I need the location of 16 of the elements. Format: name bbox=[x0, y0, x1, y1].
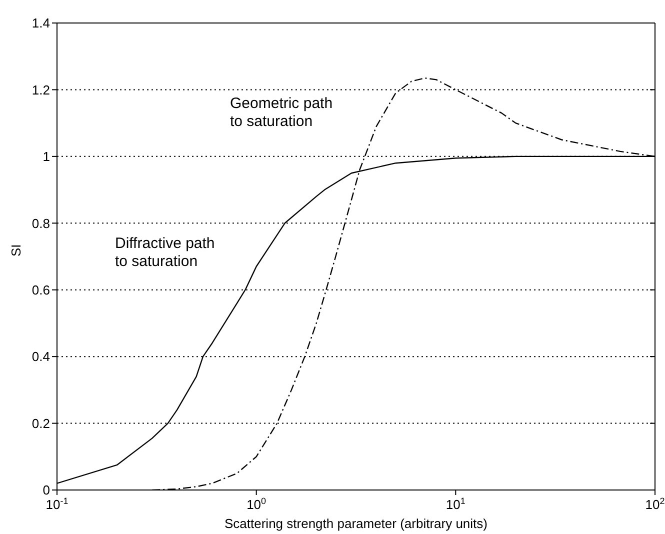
x-tick-label: 10$^{1}$ bbox=[446, 496, 466, 512]
y-tick-label: 0.4 bbox=[32, 349, 50, 364]
x-tick-label: 10$^{0}$ bbox=[246, 496, 266, 512]
y-tick-label: 1.2 bbox=[32, 82, 50, 98]
y-tick-label: 1 bbox=[42, 149, 50, 164]
x-tick-label: 10$^{-1}$ bbox=[46, 496, 68, 512]
y-tick-label: 0.8 bbox=[32, 216, 50, 231]
annotation: Diffractive path to saturation bbox=[115, 235, 215, 270]
y-tick-label: 0.6 bbox=[32, 282, 50, 298]
y-tick-label: 0.2 bbox=[32, 416, 50, 431]
annotation: Geometric path to saturation bbox=[230, 95, 333, 130]
y-tick-label: 1.4 bbox=[32, 16, 50, 31]
y-tick-label: 0 bbox=[42, 482, 50, 498]
x-axis-title: Scattering strength parameter (arbitrary units) bbox=[224, 516, 488, 531]
y-axis-title: SI bbox=[8, 244, 24, 256]
x-tick-label: 10$^{2}$ bbox=[645, 496, 665, 512]
